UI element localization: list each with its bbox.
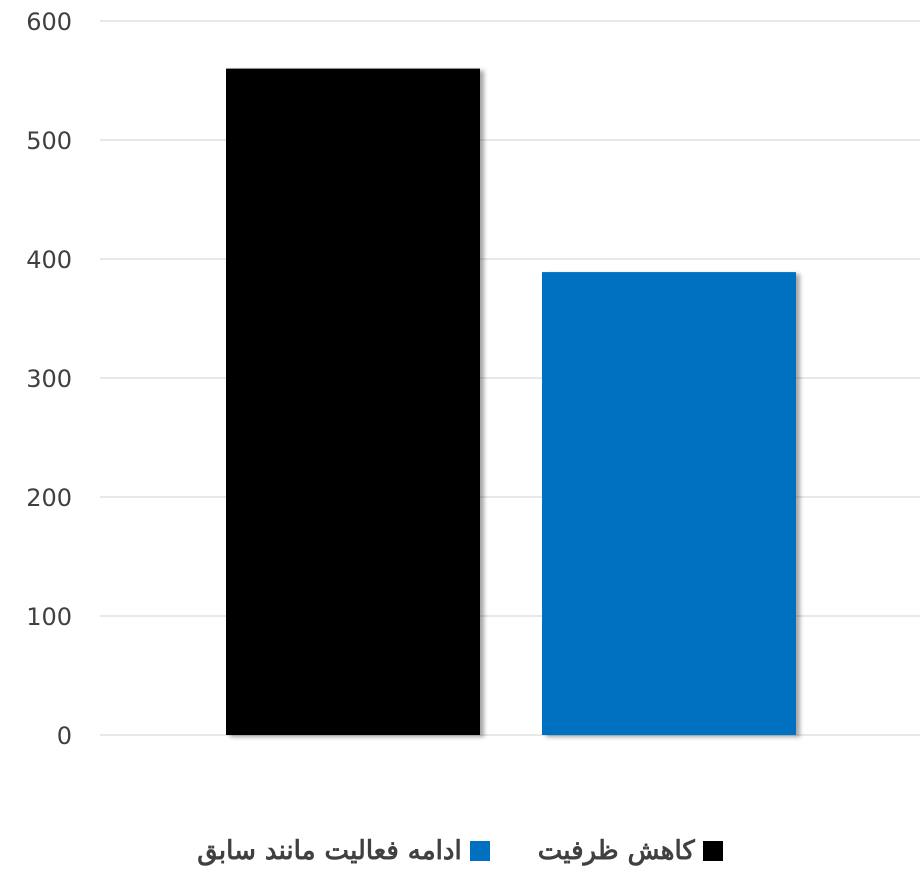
y-tick-label: 400 [26,246,72,274]
bar-0 [226,68,480,736]
y-axis-ticks: 0 100 200 300 400 500 600 [26,8,72,750]
gridlines [100,20,920,736]
y-tick-label: 600 [26,8,72,36]
y-tick-label: 500 [26,127,72,155]
y-tick-label: 100 [26,603,72,631]
legend-label-continue-as-before: ادامه فعالیت مانند سابق [197,836,462,866]
y-tick-label: 200 [26,484,72,512]
legend-label-reduce-capacity: کاهش ظرفیت [537,836,695,866]
legend-swatch-continue-as-before [469,841,490,861]
legend: کاهش ظرفیت ادامه فعالیت مانند سابق [0,838,920,864]
bars [226,68,796,736]
legend-item-reduce-capacity: کاهش ظرفیت [538,838,723,864]
legend-swatch-reduce-capacity [702,841,723,861]
legend-item-continue-as-before: ادامه فعالیت مانند سابق [197,836,490,866]
y-tick-label: 0 [57,722,72,750]
y-tick-label: 300 [26,365,72,393]
bar-1 [542,272,796,735]
